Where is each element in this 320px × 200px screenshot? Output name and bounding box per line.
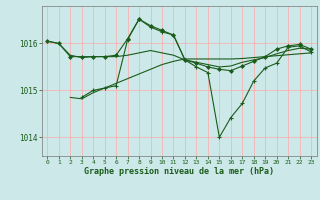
X-axis label: Graphe pression niveau de la mer (hPa): Graphe pression niveau de la mer (hPa)	[84, 167, 274, 176]
